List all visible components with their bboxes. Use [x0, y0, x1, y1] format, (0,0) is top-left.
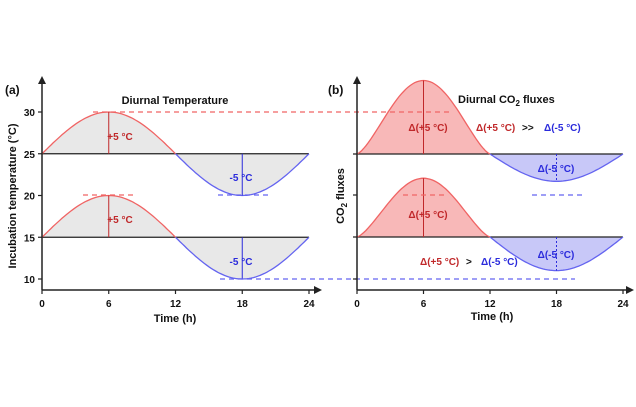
- warm-annotation-b-top: Δ(+5 °C): [408, 123, 447, 134]
- compare-bottom-cool: Δ(-5 °C): [481, 257, 518, 268]
- x-tick-label-b: 12: [484, 299, 496, 310]
- y-axis-arrow-a: [38, 76, 46, 84]
- panel-a-xlabel: Time (h): [154, 313, 197, 325]
- x-axis-arrow-b: [626, 286, 634, 294]
- y-tick-label-a: 10: [24, 275, 36, 286]
- warm-annotation-b-bottom: Δ(+5 °C): [408, 210, 447, 221]
- cool-annotation-b-top: Δ(-5 °C): [538, 164, 575, 175]
- x-tick-label-a: 24: [303, 299, 315, 310]
- x-tick-label-b: 18: [551, 299, 563, 310]
- y-axis-arrow-b: [353, 76, 361, 84]
- compare-top-warm: Δ(+5 °C): [476, 123, 515, 134]
- panel-b-xlabel: Time (h): [471, 311, 514, 323]
- compare-top-cool: Δ(-5 °C): [544, 123, 581, 134]
- cool-annotation-a-bottom: -5 °C: [230, 257, 253, 268]
- cool-annotation-b-bottom: Δ(-5 °C): [538, 250, 575, 261]
- x-tick-label-b: 24: [617, 299, 629, 310]
- panel-a-title: Diurnal Temperature: [122, 95, 229, 107]
- panel-a-ylabel: Incubation temperature (°C): [7, 123, 19, 268]
- panel-a-label: (a): [5, 83, 20, 97]
- warm-annotation-a-top: +5 °C: [107, 132, 132, 143]
- compare-top-operator: >>: [522, 123, 534, 134]
- x-tick-label-a: 0: [39, 299, 45, 310]
- y-tick-label-a: 25: [24, 150, 36, 161]
- x-tick-label-a: 6: [106, 299, 112, 310]
- y-tick-label-a: 15: [24, 233, 36, 244]
- x-tick-label-a: 12: [170, 299, 182, 310]
- panel-b-label: (b): [328, 83, 343, 97]
- cool-annotation-a-top: -5 °C: [230, 173, 253, 184]
- x-tick-label-a: 18: [237, 299, 249, 310]
- x-tick-label-b: 6: [421, 299, 427, 310]
- y-tick-label-a: 20: [24, 192, 36, 203]
- compare-bottom-operator: >: [466, 257, 472, 268]
- x-tick-label-b: 0: [354, 299, 360, 310]
- warm-annotation-a-bottom: +5 °C: [107, 215, 132, 226]
- compare-bottom-warm: Δ(+5 °C): [420, 257, 459, 268]
- y-tick-label-a: 30: [24, 108, 36, 119]
- panel-b-title: Diurnal CO2 fluxes: [458, 94, 555, 108]
- cool-flux-curve-0: [489, 153, 624, 182]
- x-axis-arrow-a: [314, 286, 322, 294]
- panel-b-ylabel: CO2 fluxes: [335, 168, 349, 224]
